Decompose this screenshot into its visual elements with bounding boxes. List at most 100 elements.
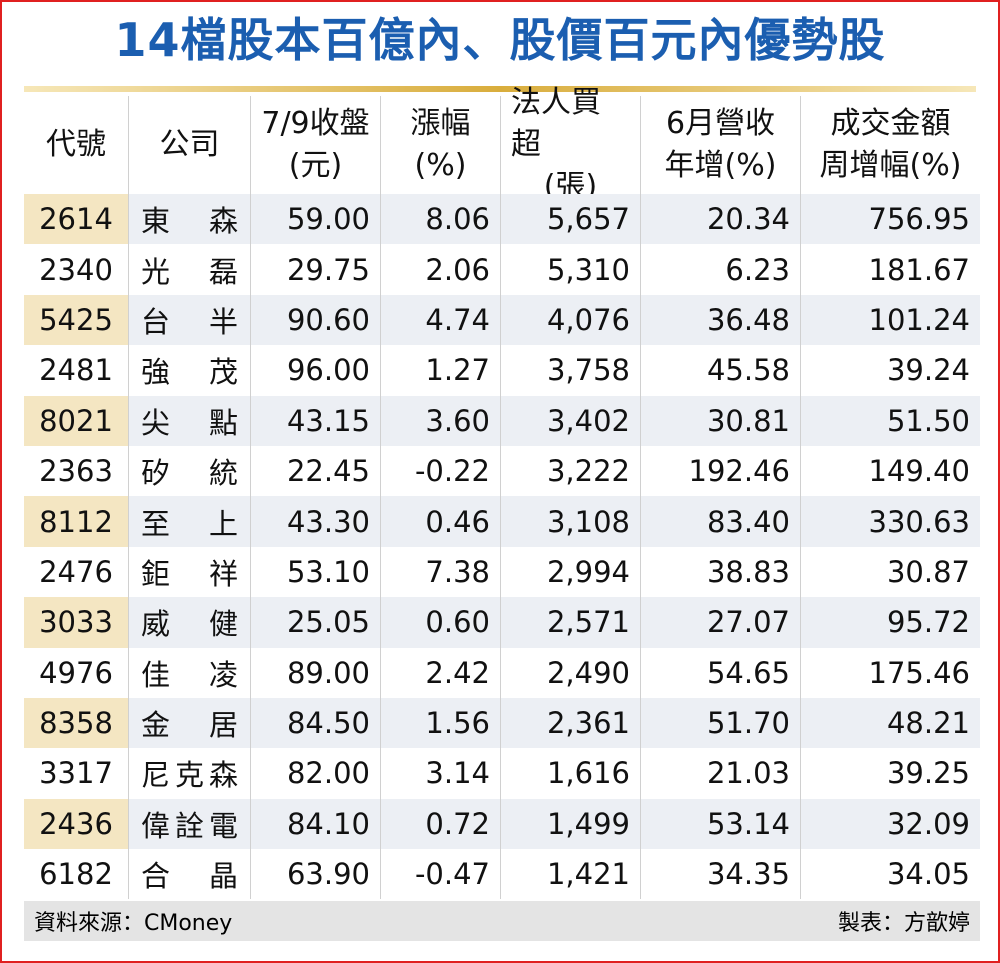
company-name: 光磊 — [141, 254, 238, 289]
company-name: 尖點 — [141, 405, 238, 440]
table-cell: 34.05 — [800, 849, 980, 900]
header-text: 代號 — [46, 127, 106, 162]
table-cell: 3,222 — [500, 445, 640, 497]
table-cell: 63.90 — [250, 849, 380, 900]
company-name: 佳凌 — [141, 657, 238, 692]
table-row: 8112 至上 43.30 0.46 3,108 83.40 330.63 — [24, 496, 980, 547]
table-cell: 51.70 — [640, 697, 800, 749]
table-cell: 3,402 — [500, 395, 640, 446]
table-cell: 至上 — [128, 496, 250, 547]
table-cell: 192.46 — [640, 445, 800, 497]
table-cell: 36.48 — [640, 294, 800, 346]
header-cell: 公司 — [128, 96, 250, 194]
header-text: 7/9收盤 — [261, 106, 370, 141]
table-row: 2436 偉詮電 84.10 0.72 1,499 53.14 32.09 — [24, 798, 980, 850]
company-name: 矽統 — [141, 456, 238, 491]
table-cell: 金居 — [128, 697, 250, 749]
company-name: 偉詮電 — [141, 808, 238, 843]
table-cell: 45.58 — [640, 345, 800, 396]
table-cell: 1,421 — [500, 849, 640, 900]
header-cell: 7/9收盤 (元) — [250, 96, 380, 194]
table-cell: 1.56 — [380, 697, 500, 749]
table-cell: 2476 — [39, 554, 113, 589]
company-name: 尼克森 — [141, 758, 238, 793]
table-cell: 95.72 — [800, 597, 980, 648]
company-name: 合晶 — [141, 859, 238, 894]
table-row: 3033 威健 25.05 0.60 2,571 27.07 95.72 — [24, 597, 980, 648]
table-cell: 20.34 — [640, 194, 800, 245]
table-cell: 22.45 — [250, 445, 380, 497]
author: 製表：方歆婷 — [837, 911, 970, 936]
company-name: 金居 — [141, 708, 238, 743]
table-cell: 7.38 — [380, 546, 500, 598]
table-cell: 3.60 — [380, 395, 500, 446]
table-cell: 2,994 — [500, 546, 640, 598]
table-cell: 6182 — [39, 857, 113, 892]
table-cell: 威健 — [128, 597, 250, 648]
divider — [24, 86, 976, 92]
table-cell: 4.74 — [380, 294, 500, 346]
header-text: (%) — [414, 148, 467, 183]
table-cell: 8.06 — [380, 194, 500, 245]
table-row: 3317 尼克森 82.00 3.14 1,616 21.03 39.25 — [24, 748, 980, 799]
table-cell: 8112 — [24, 496, 128, 547]
footer: 資料來源：CMoney 製表：方歆婷 — [24, 901, 980, 941]
table-cell: 51.50 — [800, 395, 980, 446]
table-row: 2476 鉅祥 53.10 7.38 2,994 38.83 30.87 — [24, 546, 980, 598]
source: 資料來源：CMoney — [34, 911, 233, 936]
table-cell: 0.60 — [380, 597, 500, 648]
table-cell: 尖點 — [128, 395, 250, 446]
table-cell: 30.87 — [800, 546, 980, 598]
table-row: 2614 東森 59.00 8.06 5,657 20.34 756.95 — [24, 194, 980, 245]
table-cell: 27.07 — [640, 597, 800, 648]
table-cell: 3317 — [39, 756, 113, 791]
table-cell: 4976 — [39, 655, 113, 690]
table-cell: -0.47 — [380, 849, 500, 900]
table-cell: 矽統 — [128, 445, 250, 497]
table-row: 2481 強茂 96.00 1.27 3,758 45.58 39.24 — [24, 345, 980, 396]
table-cell: 330.63 — [800, 496, 980, 547]
header-cell: 漲幅 (%) — [380, 96, 500, 194]
table-cell: 84.10 — [250, 798, 380, 850]
header-cell: 法人買超 (張) — [500, 85, 640, 204]
table-cell: 82.00 — [250, 748, 380, 799]
table-cell: 34.35 — [640, 849, 800, 900]
table-cell: 0.72 — [380, 798, 500, 850]
header-cell: 代號 — [24, 96, 128, 194]
company-name: 台半 — [141, 304, 238, 339]
table-cell: 43.15 — [250, 395, 380, 446]
table-cell: 2.06 — [380, 244, 500, 295]
table-cell: 鉅祥 — [128, 546, 250, 598]
table-cell: 5,310 — [500, 244, 640, 295]
table-row: 8358 金居 84.50 1.56 2,361 51.70 48.21 — [24, 697, 980, 749]
table-row: 6182 合晶 63.90 -0.47 1,421 34.35 34.05 — [24, 849, 980, 900]
table-cell: 3.14 — [380, 748, 500, 799]
table: 代號 公司 7/9收盤 (元) 漲幅 (%) 法人買超 (張) 6月營收 年增(%) 成交金額 周增幅… — [24, 85, 980, 900]
table-cell: 53.14 — [640, 798, 800, 850]
table-cell: 2.42 — [380, 647, 500, 698]
table-row: 2363 矽統 22.45 -0.22 3,222 192.46 149.40 — [24, 445, 980, 497]
table-cell: 佳凌 — [128, 647, 250, 698]
table-cell: 8021 — [24, 395, 128, 446]
table-cell: -0.22 — [380, 445, 500, 497]
table-cell: 2363 — [39, 454, 113, 489]
table-row: 5425 台半 90.60 4.74 4,076 36.48 101.24 — [24, 294, 980, 346]
company-name: 至上 — [141, 506, 238, 541]
table-row: 2340 光磊 29.75 2.06 5,310 6.23 181.67 — [24, 244, 980, 295]
table-cell: 0.46 — [380, 496, 500, 547]
table-cell: 尼克森 — [128, 748, 250, 799]
table-cell: 5425 — [24, 294, 128, 346]
table-row: 4976 佳凌 89.00 2.42 2,490 54.65 175.46 — [24, 647, 980, 698]
table-cell: 38.83 — [640, 546, 800, 598]
table-cell: 53.10 — [250, 546, 380, 598]
table-cell: 8358 — [24, 697, 128, 749]
table-cell: 149.40 — [800, 445, 980, 497]
table-cell: 強茂 — [128, 345, 250, 396]
table-cell: 2481 — [39, 353, 113, 388]
header-text: 周增幅(%) — [819, 148, 962, 183]
table-cell: 合晶 — [128, 849, 250, 900]
table-cell: 181.67 — [800, 244, 980, 295]
table-cell: 1.27 — [380, 345, 500, 396]
table-cell: 2340 — [39, 252, 113, 287]
table-cell: 32.09 — [800, 798, 980, 850]
